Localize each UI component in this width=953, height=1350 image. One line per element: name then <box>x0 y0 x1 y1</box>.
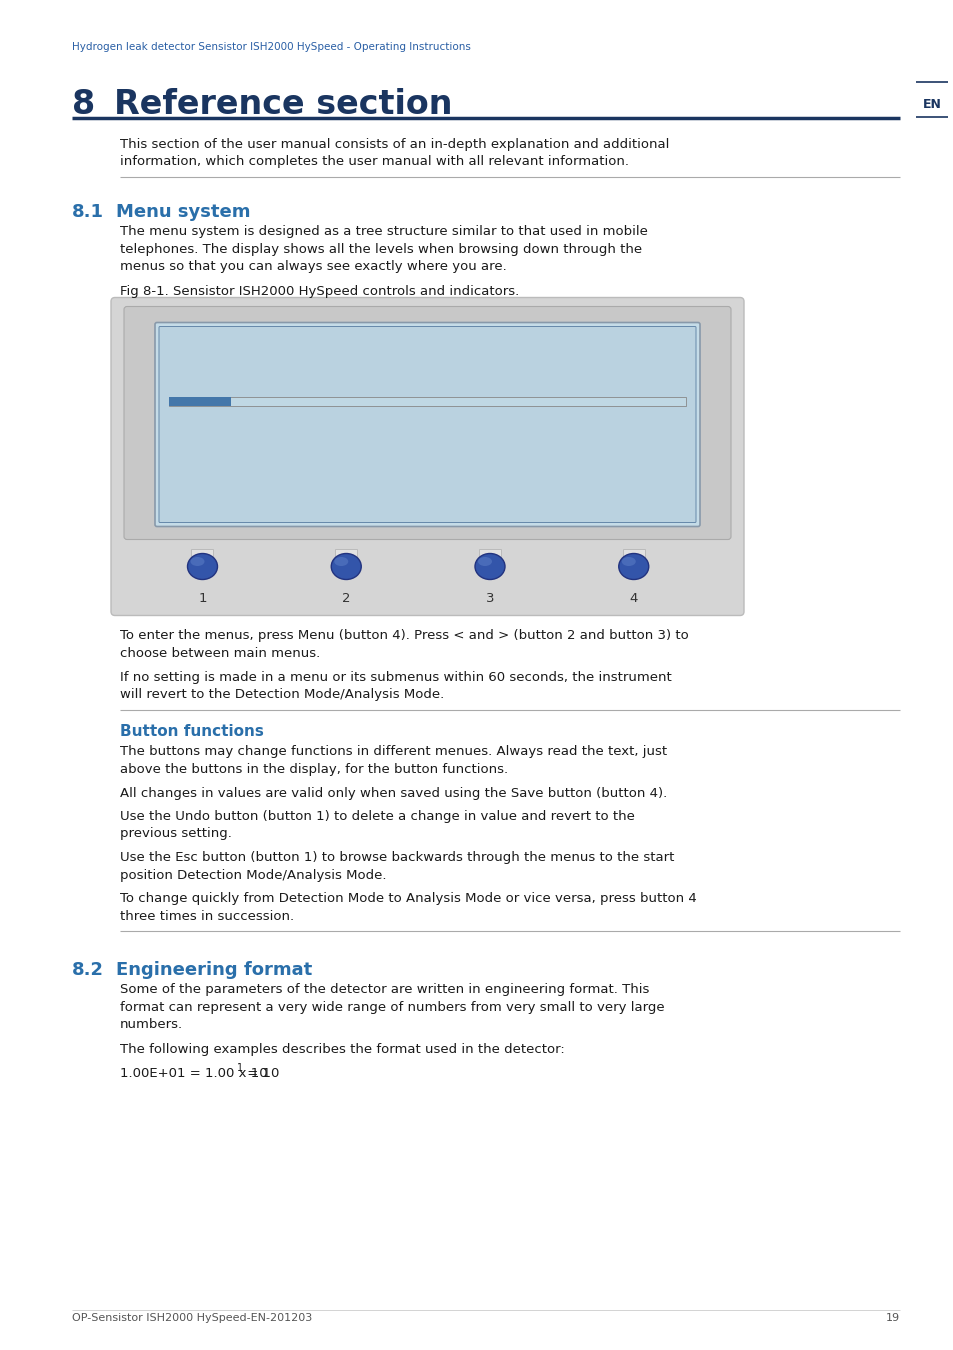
Text: format can represent a very wide range of numbers from very small to very large: format can represent a very wide range o… <box>120 1000 664 1014</box>
Text: Combined Mode: Combined Mode <box>383 332 471 343</box>
Text: If no setting is made in a menu or its submenus within 60 seconds, the instrumen: If no setting is made in a menu or its s… <box>120 671 671 683</box>
Text: The menu system is designed as a tree structure similar to that used in mobile: The menu system is designed as a tree st… <box>120 225 647 238</box>
Bar <box>622 548 644 571</box>
FancyBboxPatch shape <box>154 323 700 526</box>
Text: All changes in values are valid only when saved using the Save button (button 4): All changes in values are valid only whe… <box>120 787 666 799</box>
Text: 1: 1 <box>236 1062 243 1073</box>
Text: three times in succession.: three times in succession. <box>120 910 294 922</box>
Text: EN: EN <box>922 99 941 111</box>
Text: 9: 9 <box>424 429 430 440</box>
Bar <box>192 548 213 571</box>
Text: 1: 1 <box>198 591 207 605</box>
Bar <box>335 548 356 571</box>
Ellipse shape <box>188 554 217 579</box>
FancyBboxPatch shape <box>124 306 730 540</box>
Text: 0.0: 0.0 <box>381 348 436 378</box>
Ellipse shape <box>191 558 204 566</box>
Text: information, which completes the user manual with all relevant information.: information, which completes the user ma… <box>120 155 628 169</box>
Text: above the buttons in the display, for the button functions.: above the buttons in the display, for th… <box>120 763 508 776</box>
Text: To enter the menus, press Menu (button 4). Press < and > (button 2 and button 3): To enter the menus, press Menu (button 4… <box>120 629 688 643</box>
Text: The buttons may change functions in different menues. Always read the text, just: The buttons may change functions in diff… <box>120 745 666 759</box>
Text: 8: 8 <box>71 88 95 122</box>
Bar <box>169 397 231 405</box>
Text: Use the Undo button (button 1) to delete a change in value and revert to the: Use the Undo button (button 1) to delete… <box>120 810 634 824</box>
Text: 8.1: 8.1 <box>71 202 104 221</box>
Text: Use the Esc button (button 1) to browse backwards through the menus to the start: Use the Esc button (button 1) to browse … <box>120 850 674 864</box>
Text: menus so that you can always see exactly where you are.: menus so that you can always see exactly… <box>120 261 506 273</box>
Ellipse shape <box>618 554 648 579</box>
Text: 1.00E+01 = 1.00 x 10: 1.00E+01 = 1.00 x 10 <box>120 1066 268 1080</box>
Text: OP-Sensistor ISH2000 HySpeed-EN-201203: OP-Sensistor ISH2000 HySpeed-EN-201203 <box>71 1314 312 1323</box>
Text: 8.2: 8.2 <box>71 961 104 979</box>
Text: Some of the parameters of the detector are written in engineering format. This: Some of the parameters of the detector a… <box>120 983 649 996</box>
Text: = 10: = 10 <box>243 1066 279 1080</box>
Text: Menu: Menu <box>664 429 689 440</box>
Text: +: + <box>459 429 465 440</box>
Text: previous setting.: previous setting. <box>120 828 232 841</box>
Ellipse shape <box>334 558 348 566</box>
Bar <box>478 548 500 571</box>
Text: cc/s: cc/s <box>451 355 478 366</box>
Text: will revert to the Detection Mode/Analysis Mode.: will revert to the Detection Mode/Analys… <box>120 688 444 701</box>
Ellipse shape <box>475 554 504 579</box>
Text: Engineering format: Engineering format <box>116 961 312 979</box>
Text: -: - <box>389 429 395 440</box>
Text: Fig 8-1. Sensistor ISH2000 HySpeed controls and indicators.: Fig 8-1. Sensistor ISH2000 HySpeed contr… <box>120 285 518 298</box>
FancyBboxPatch shape <box>111 297 743 616</box>
Text: Sensitivity: Sensitivity <box>393 413 461 423</box>
Text: position Detection Mode/Analysis Mode.: position Detection Mode/Analysis Mode. <box>120 868 386 882</box>
Text: numbers.: numbers. <box>120 1018 183 1031</box>
Text: The following examples describes the format used in the detector:: The following examples describes the for… <box>120 1044 564 1057</box>
Text: This section of the user manual consists of an in-depth explanation and addition: This section of the user manual consists… <box>120 138 669 151</box>
Text: choose between main menus.: choose between main menus. <box>120 647 320 660</box>
Text: telephones. The display shows all the levels when browsing down through the: telephones. The display shows all the le… <box>120 243 641 255</box>
Text: Hydrogen leak detector Sensistor ISH2000 HySpeed - Operating Instructions: Hydrogen leak detector Sensistor ISH2000… <box>71 42 471 53</box>
Text: Menu system: Menu system <box>116 202 251 221</box>
Ellipse shape <box>477 558 492 566</box>
Text: Reference section: Reference section <box>113 88 452 122</box>
FancyBboxPatch shape <box>159 327 696 522</box>
Text: To change quickly from Detection Mode to Analysis Mode or vice versa, press butt: To change quickly from Detection Mode to… <box>120 892 696 904</box>
Text: 4: 4 <box>629 591 638 605</box>
Text: Button functions: Button functions <box>120 724 264 738</box>
Bar <box>169 397 685 405</box>
Text: 19: 19 <box>885 1314 899 1323</box>
Ellipse shape <box>331 554 361 579</box>
Text: 2: 2 <box>341 591 350 605</box>
Text: Volume: Volume <box>165 429 202 440</box>
Ellipse shape <box>621 558 635 566</box>
Text: 3: 3 <box>485 591 494 605</box>
